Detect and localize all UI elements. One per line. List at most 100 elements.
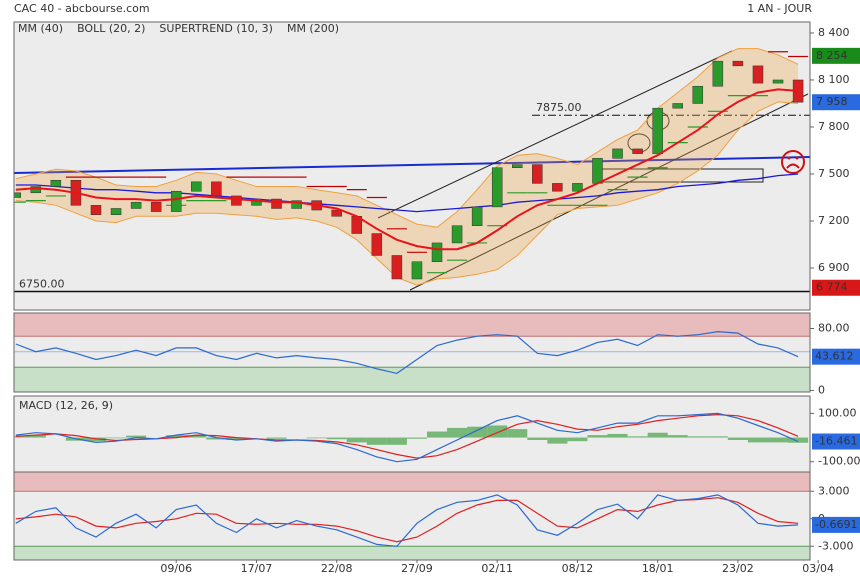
candle [371,233,383,256]
histogram-bar [587,435,608,438]
histogram-bar [447,427,468,438]
candle [652,107,663,154]
histogram-bar [667,435,688,438]
x-tick-label: 17/07 [241,562,273,575]
candle [632,148,643,154]
histogram-bar [326,437,347,440]
sad-eye [795,156,799,160]
price-label: 6 774 [816,281,848,294]
histogram-bar [226,437,247,440]
candle [672,103,683,109]
y-tick-label: 7 800 [818,120,850,133]
candle [572,183,583,192]
value-label: -0.6691 [815,518,857,531]
oversold-zone [14,366,810,392]
price-label: 8 254 [816,49,848,62]
level-label: 6750.00 [19,278,65,291]
indicator-line [15,412,799,463]
y-tick-label: 0 [818,383,825,396]
x-tick-label: 03/04 [802,562,834,575]
candle [191,181,202,192]
indicator-line [15,413,799,459]
candle [170,190,182,212]
histogram-bar [627,436,648,438]
y-tick-label: 7 500 [818,167,850,180]
page-title: CAC 40 - abcbourse.com [14,2,150,15]
histogram-bar [206,437,227,440]
x-tick-label: 23/02 [722,562,754,575]
candle [331,209,342,217]
legend-entry: MM (40) [18,22,63,35]
y-tick-label: 8 400 [818,26,850,39]
histogram-bar [547,437,568,444]
panel-frame [13,471,811,561]
histogram-bar [426,431,448,438]
candle [532,164,543,184]
price-box [812,94,860,111]
candle [90,205,102,215]
legend-entry: MM (200) [287,22,339,35]
histogram-bar [186,435,207,438]
legend-entry: BOLL (20, 2) [77,22,145,35]
price-box [812,279,860,296]
value-box [812,348,860,365]
x-tick-label: 22/08 [321,562,353,575]
histogram-bar [747,437,768,443]
panel-frame [13,21,811,311]
histogram-bar [166,435,187,438]
x-tick-label: 18/01 [642,562,674,575]
histogram-bar [527,437,548,440]
x-tick-label: 08/12 [562,562,594,575]
candle [512,164,523,168]
histogram-bar [647,432,668,438]
candle [431,242,443,262]
candle [772,79,784,84]
histogram-bar [687,436,708,438]
histogram-bar [14,436,26,438]
panel-title: MACD (12, 26, 9) [19,399,113,412]
candle [732,60,744,67]
sad-eye [787,156,791,160]
legend-entry: SUPERTREND (10, 3) [159,22,273,35]
period: 1 AN - JOUR [747,2,812,15]
overbought-zone [14,313,810,337]
histogram-bar [567,437,588,442]
candle [130,201,142,209]
price-label: 7 958 [816,95,848,108]
value-box [812,516,860,533]
candle [211,181,222,197]
value-box [812,433,860,450]
value-label: 43.612 [815,350,854,363]
candle [291,200,302,209]
y-tick-label: 7 200 [818,214,850,227]
indicator-line [15,494,799,547]
bollinger-upper [15,48,799,228]
candle [451,225,463,244]
candle [110,208,122,215]
sad-face [781,150,805,174]
plot-area [14,472,810,560]
histogram-bar [406,437,427,439]
y-tick-label: 8 100 [818,73,850,86]
candle [251,198,262,206]
plot-area [14,313,810,392]
histogram-bar [346,437,367,443]
histogram-bar [727,437,748,440]
x-tick-label: 09/06 [160,562,192,575]
histogram-bar [266,437,287,439]
histogram-bar [386,437,407,445]
candle [50,180,62,187]
histogram-bar [707,436,728,438]
candle [552,183,563,192]
candle [411,261,423,280]
candle [592,158,603,184]
histogram-bar [366,437,387,445]
y-tick-label: -3.000 [818,539,853,552]
candle [752,65,764,84]
plot-area [14,48,810,293]
candle [391,255,403,280]
panel-frame [13,312,811,393]
histogram-bar [126,435,147,438]
indicator-line [15,497,799,543]
